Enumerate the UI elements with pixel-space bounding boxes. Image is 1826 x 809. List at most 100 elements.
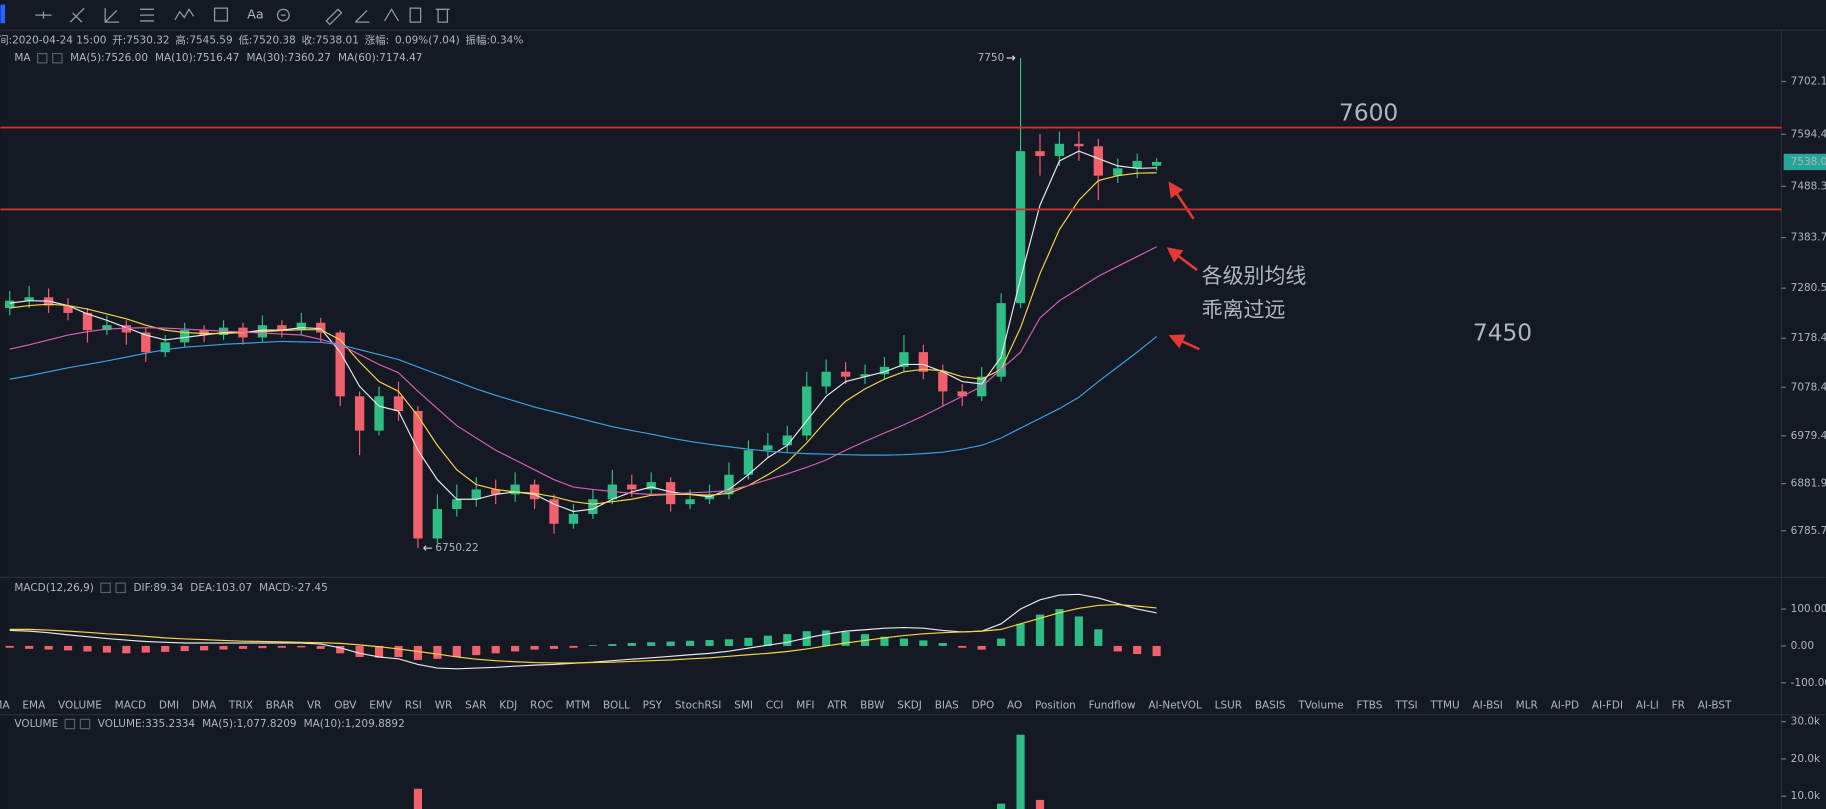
indicator-tab[interactable]: OBV <box>334 699 357 711</box>
indicator-tab[interactable]: TTMU <box>1429 699 1459 711</box>
indicator-tab[interactable]: CCI <box>766 699 784 711</box>
macd-bar <box>530 645 539 650</box>
tool-icon[interactable] <box>383 8 400 22</box>
candle-body <box>160 342 170 353</box>
candle-body <box>82 312 93 331</box>
indicator-tab[interactable]: WR <box>435 699 453 711</box>
text-tool[interactable]: Aa <box>247 8 264 23</box>
legend-icon[interactable] <box>79 718 91 730</box>
indicator-tab[interactable]: FTBS <box>1357 699 1383 711</box>
indicator-tab[interactable]: MLR <box>1516 699 1538 711</box>
indicator-tab[interactable]: BASIS <box>1255 699 1286 711</box>
indicator-tab[interactable]: EMA <box>22 699 46 711</box>
tool-icon[interactable] <box>276 8 290 22</box>
ohlc-info: 0.09%(7.04) <box>395 35 460 47</box>
indicator-tab[interactable]: TRIX <box>228 699 253 711</box>
volume-bar <box>1035 799 1045 809</box>
indicator-tab[interactable]: AI-FDI <box>1592 699 1623 711</box>
legend-icon[interactable] <box>64 718 76 730</box>
indicator-tab[interactable]: AO <box>1007 699 1022 711</box>
tool-icon[interactable] <box>325 8 343 26</box>
candle-body <box>1151 161 1162 166</box>
macd-bar <box>141 645 150 653</box>
macd-bar <box>1055 609 1064 646</box>
indicator-tab[interactable]: AI-LI <box>1636 699 1659 711</box>
indicator-tab[interactable]: ATR <box>827 699 847 711</box>
pane-borders <box>0 29 1826 809</box>
macd-bar <box>686 640 695 646</box>
tool-icon[interactable] <box>435 8 450 23</box>
candle-body <box>1113 168 1123 176</box>
candle-body <box>1132 160 1142 169</box>
y-tick-label: 7594.4 <box>1791 128 1826 140</box>
indicator-tab[interactable]: EMV <box>369 699 393 711</box>
indicator-tab[interactable]: BIAS <box>935 699 959 711</box>
tool-icon[interactable] <box>69 7 85 23</box>
indicator-tab[interactable]: StochRSI <box>675 699 722 711</box>
candle-body <box>335 332 345 397</box>
indicator-tab[interactable]: Position <box>1035 699 1076 711</box>
candle-body <box>627 484 637 490</box>
indicator-tab[interactable]: AI-NetVOL <box>1148 699 1202 711</box>
tool-icon[interactable] <box>35 11 52 19</box>
legend-item: MA(60):7174.47 <box>338 52 423 64</box>
indicator-tab[interactable]: SKDJ <box>897 699 922 711</box>
indicator-tab[interactable]: AI-PD <box>1551 699 1579 711</box>
indicator-tab[interactable]: Fundflow <box>1089 699 1136 711</box>
macd-bar <box>1133 645 1142 655</box>
indicator-tab[interactable]: DMI <box>159 699 179 711</box>
candle-body <box>860 374 870 377</box>
legend-icon[interactable] <box>52 52 63 64</box>
tool-icon[interactable] <box>213 7 229 22</box>
ohlc-info: 间:2020-04-24 15:00 <box>0 34 106 47</box>
macd-bar <box>1113 645 1122 652</box>
candle-body <box>296 322 306 331</box>
indicator-tab[interactable]: BOLL <box>603 699 630 711</box>
tool-icon[interactable] <box>140 8 155 22</box>
active-tool[interactable] <box>0 4 6 24</box>
indicator-tab[interactable]: PSY <box>643 699 663 711</box>
indicator-tab[interactable]: VR <box>307 699 321 711</box>
indicator-tab[interactable]: KDJ <box>499 699 517 711</box>
indicator-tab[interactable]: DPO <box>972 699 995 711</box>
legend-icon[interactable] <box>36 52 48 64</box>
indicator-tab[interactable]: BRAR <box>266 699 294 711</box>
indicator-tab[interactable]: MFI <box>796 699 814 711</box>
tool-icon[interactable] <box>354 10 370 23</box>
indicator-tab[interactable]: AI-BST <box>1698 699 1732 711</box>
indicator-tab[interactable]: MACD <box>115 699 146 711</box>
indicator-tab[interactable]: MTM <box>566 699 590 711</box>
candle-body <box>199 330 209 336</box>
indicator-tab[interactable]: FR <box>1672 699 1685 711</box>
indicator-tab[interactable]: DMA <box>192 699 217 711</box>
indicator-tab[interactable]: BBW <box>860 699 885 711</box>
tool-icon[interactable] <box>409 7 422 23</box>
tool-icon[interactable] <box>174 8 195 21</box>
macd-bar <box>258 645 267 649</box>
indicator-tab[interactable]: LSUR <box>1215 699 1242 711</box>
indicator-tab[interactable]: TVolume <box>1297 699 1343 711</box>
high-label: 7750 <box>978 52 1005 64</box>
indicator-tab[interactable]: AI-BSI <box>1472 699 1502 711</box>
indicator-tab[interactable]: ROC <box>530 699 553 711</box>
indicator-tab[interactable]: RSI <box>405 699 422 711</box>
candle-body <box>588 499 598 514</box>
annotation-arrows <box>1166 181 1200 351</box>
legend-icon[interactable] <box>115 582 126 594</box>
indicator-tab[interactable]: MA <box>0 699 10 711</box>
candle-body <box>374 396 384 431</box>
candle-body <box>918 352 929 372</box>
toolbar <box>0 4 450 26</box>
indicator-tab[interactable]: VOLUME <box>58 699 102 711</box>
macd-bar <box>25 645 34 649</box>
legend-icon[interactable] <box>100 582 111 594</box>
candle-body <box>568 513 579 524</box>
tool-icon[interactable] <box>104 8 120 23</box>
indicator-tab[interactable]: SMI <box>734 699 753 711</box>
last-price-label: 7538.0 <box>1791 156 1826 168</box>
indicator-tab[interactable]: TTSI <box>1394 699 1417 711</box>
indicator-tab[interactable]: SAR <box>465 699 486 711</box>
ohlc-info: 收:7538.01 <box>302 34 359 47</box>
macd-bar <box>647 642 656 646</box>
